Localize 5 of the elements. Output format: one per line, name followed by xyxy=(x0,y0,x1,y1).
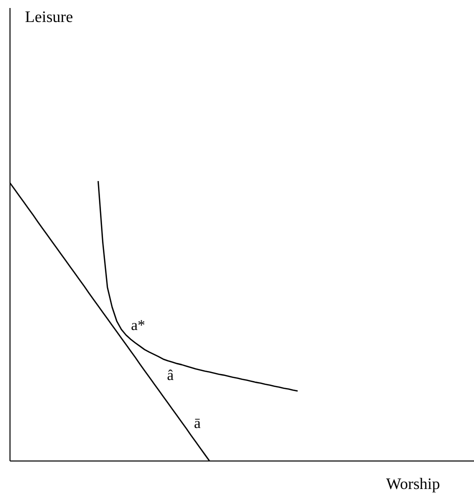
annotation: a* xyxy=(131,318,146,334)
text: Leisure xyxy=(25,9,73,26)
annotation: â xyxy=(167,368,174,384)
annotation: ā xyxy=(194,416,201,432)
x-axis-title: Worship xyxy=(386,476,440,493)
